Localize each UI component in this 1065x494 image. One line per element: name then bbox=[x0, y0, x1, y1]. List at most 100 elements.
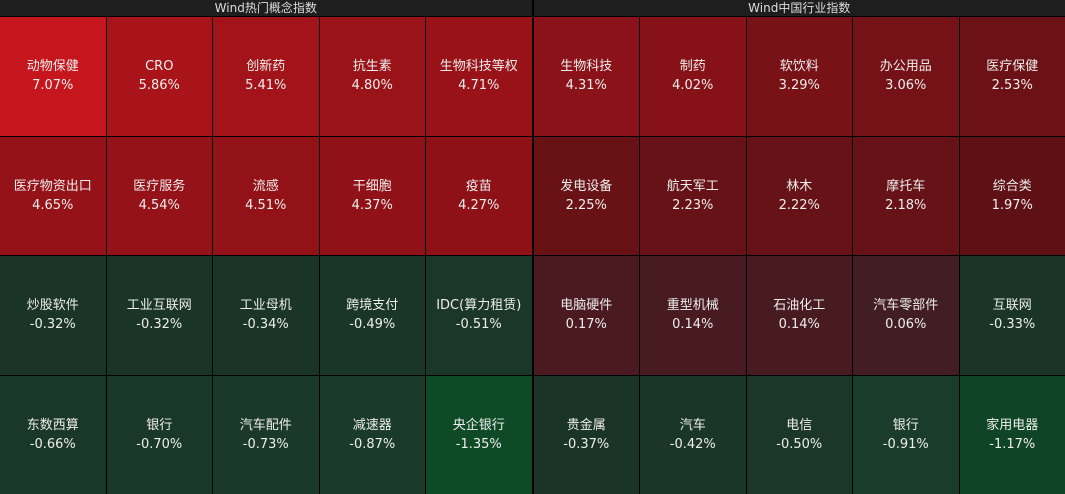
tile[interactable]: 减速器 -0.87% bbox=[319, 375, 425, 494]
tile[interactable]: 医疗保健 2.53% bbox=[959, 17, 1065, 136]
tile-name: 办公用品 bbox=[879, 59, 932, 75]
tile-name: 流感 bbox=[252, 178, 279, 194]
tile-change: 5.86% bbox=[138, 78, 180, 94]
tile[interactable]: IDC(算力租赁) -0.51% bbox=[426, 256, 532, 375]
tile-change: -0.49% bbox=[349, 317, 396, 333]
tile-name: 抗生素 bbox=[352, 59, 392, 75]
tile[interactable]: 抗生素 4.80% bbox=[319, 17, 425, 136]
tile-name: IDC(算力租赁) bbox=[436, 298, 522, 314]
tile[interactable]: 创新药 5.41% bbox=[213, 17, 319, 136]
tile[interactable]: 办公用品 3.06% bbox=[853, 17, 959, 136]
tile-name: 制药 bbox=[679, 59, 706, 75]
tile[interactable]: 家用电器 -1.17% bbox=[959, 375, 1065, 494]
tile[interactable]: 综合类 1.97% bbox=[959, 136, 1065, 255]
tile-change: 4.71% bbox=[458, 78, 500, 94]
tile-name: 减速器 bbox=[352, 417, 392, 433]
tile-name: 疫苗 bbox=[465, 178, 492, 194]
tile[interactable]: 工业母机 -0.34% bbox=[213, 256, 319, 375]
tile[interactable]: 摩托车 2.18% bbox=[853, 136, 959, 255]
tile-name: 银行 bbox=[146, 417, 173, 433]
tile-change: -0.32% bbox=[29, 317, 76, 333]
tile[interactable]: 软饮料 3.29% bbox=[746, 17, 852, 136]
tile-change: -0.50% bbox=[776, 436, 823, 452]
tile[interactable]: 银行 -0.70% bbox=[106, 375, 212, 494]
tile-name: 汽车零部件 bbox=[873, 298, 939, 314]
tile-name: 工业母机 bbox=[239, 298, 292, 314]
tile[interactable]: 银行 -0.91% bbox=[853, 375, 959, 494]
tile-name: 石油化工 bbox=[773, 298, 826, 314]
tile[interactable]: 医疗服务 4.54% bbox=[106, 136, 212, 255]
tile[interactable]: 疫苗 4.27% bbox=[426, 136, 532, 255]
tile[interactable]: 生物科技 4.31% bbox=[533, 17, 639, 136]
tile-name: 航天军工 bbox=[666, 178, 719, 194]
tile[interactable]: 医疗物资出口 4.65% bbox=[0, 136, 106, 255]
panel-title: Wind中国行业指数 bbox=[533, 0, 1065, 17]
tile[interactable]: CRO 5.86% bbox=[106, 17, 212, 136]
tile[interactable]: 航天军工 2.23% bbox=[640, 136, 746, 255]
tile[interactable]: 汽车零部件 0.06% bbox=[853, 256, 959, 375]
tile[interactable]: 动物保健 7.07% bbox=[0, 17, 106, 136]
tile[interactable]: 汽车配件 -0.73% bbox=[213, 375, 319, 494]
tile-name: 生物科技 bbox=[560, 59, 613, 75]
tile[interactable]: 汽车 -0.42% bbox=[640, 375, 746, 494]
tile-name: 贵金属 bbox=[566, 417, 606, 433]
tile-name: 医疗服务 bbox=[133, 178, 186, 194]
tile[interactable]: 工业互联网 -0.32% bbox=[106, 256, 212, 375]
tile-change: 2.18% bbox=[885, 197, 927, 213]
tile-change: -1.35% bbox=[455, 436, 502, 452]
tile-change: 0.17% bbox=[565, 317, 607, 333]
tile-change: 4.02% bbox=[672, 78, 714, 94]
tile-change: -1.17% bbox=[989, 436, 1036, 452]
tile-name: 东数西算 bbox=[26, 417, 79, 433]
tile[interactable]: 石油化工 0.14% bbox=[746, 256, 852, 375]
tile[interactable]: 央企银行 -1.35% bbox=[426, 375, 532, 494]
tile-name: 生物科技等权 bbox=[439, 59, 518, 75]
tile[interactable]: 跨境支付 -0.49% bbox=[319, 256, 425, 375]
panel-title: Wind热门概念指数 bbox=[0, 0, 532, 17]
tile[interactable]: 干细胞 4.37% bbox=[319, 136, 425, 255]
tile-name: CRO bbox=[145, 59, 174, 75]
tile-grid: 动物保健 7.07% CRO 5.86% 创新药 5.41% 抗生素 4.80% 生物科技等权 4… bbox=[0, 17, 532, 494]
tile-name: 软饮料 bbox=[779, 59, 819, 75]
tile-change: 5.41% bbox=[245, 78, 287, 94]
tile[interactable]: 贵金属 -0.37% bbox=[533, 375, 639, 494]
tile-name: 炒股软件 bbox=[26, 298, 79, 314]
tile-name: 银行 bbox=[892, 417, 919, 433]
tile-change: 2.23% bbox=[672, 197, 714, 213]
tile-change: 4.27% bbox=[458, 197, 500, 213]
tile-change: 2.22% bbox=[778, 197, 820, 213]
tile[interactable]: 东数西算 -0.66% bbox=[0, 375, 106, 494]
tile[interactable]: 重型机械 0.14% bbox=[640, 256, 746, 375]
tile[interactable]: 电信 -0.50% bbox=[746, 375, 852, 494]
tile[interactable]: 电脑硬件 0.17% bbox=[533, 256, 639, 375]
tile[interactable]: 制药 4.02% bbox=[640, 17, 746, 136]
tile-name: 央企银行 bbox=[452, 417, 505, 433]
tile-change: 1.97% bbox=[991, 197, 1033, 213]
tile-name: 家用电器 bbox=[986, 417, 1039, 433]
tile-change: 4.37% bbox=[351, 197, 393, 213]
tile[interactable]: 流感 4.51% bbox=[213, 136, 319, 255]
tile[interactable]: 生物科技等权 4.71% bbox=[426, 17, 532, 136]
tile-name: 工业互联网 bbox=[126, 298, 192, 314]
tile-name: 汽车配件 bbox=[239, 417, 292, 433]
tile-change: -0.66% bbox=[29, 436, 76, 452]
tile-change: 7.07% bbox=[32, 78, 74, 94]
tile-name: 创新药 bbox=[246, 59, 286, 75]
tile[interactable]: 林木 2.22% bbox=[746, 136, 852, 255]
tile[interactable]: 发电设备 2.25% bbox=[533, 136, 639, 255]
tile-change: 4.51% bbox=[245, 197, 287, 213]
tile-name: 综合类 bbox=[992, 178, 1032, 194]
tile-change: -0.87% bbox=[349, 436, 396, 452]
tile-name: 汽车 bbox=[679, 417, 706, 433]
tile-name: 电脑硬件 bbox=[560, 298, 613, 314]
tile[interactable]: 炒股软件 -0.32% bbox=[0, 256, 106, 375]
tile-change: -0.34% bbox=[242, 317, 289, 333]
tile-change: 3.29% bbox=[778, 78, 820, 94]
tile-name: 重型机械 bbox=[666, 298, 719, 314]
tile-name: 发电设备 bbox=[560, 178, 613, 194]
tile-name: 摩托车 bbox=[886, 178, 926, 194]
tile-change: 0.06% bbox=[885, 317, 927, 333]
tile-change: -0.91% bbox=[882, 436, 929, 452]
tile[interactable]: 互联网 -0.33% bbox=[959, 256, 1065, 375]
